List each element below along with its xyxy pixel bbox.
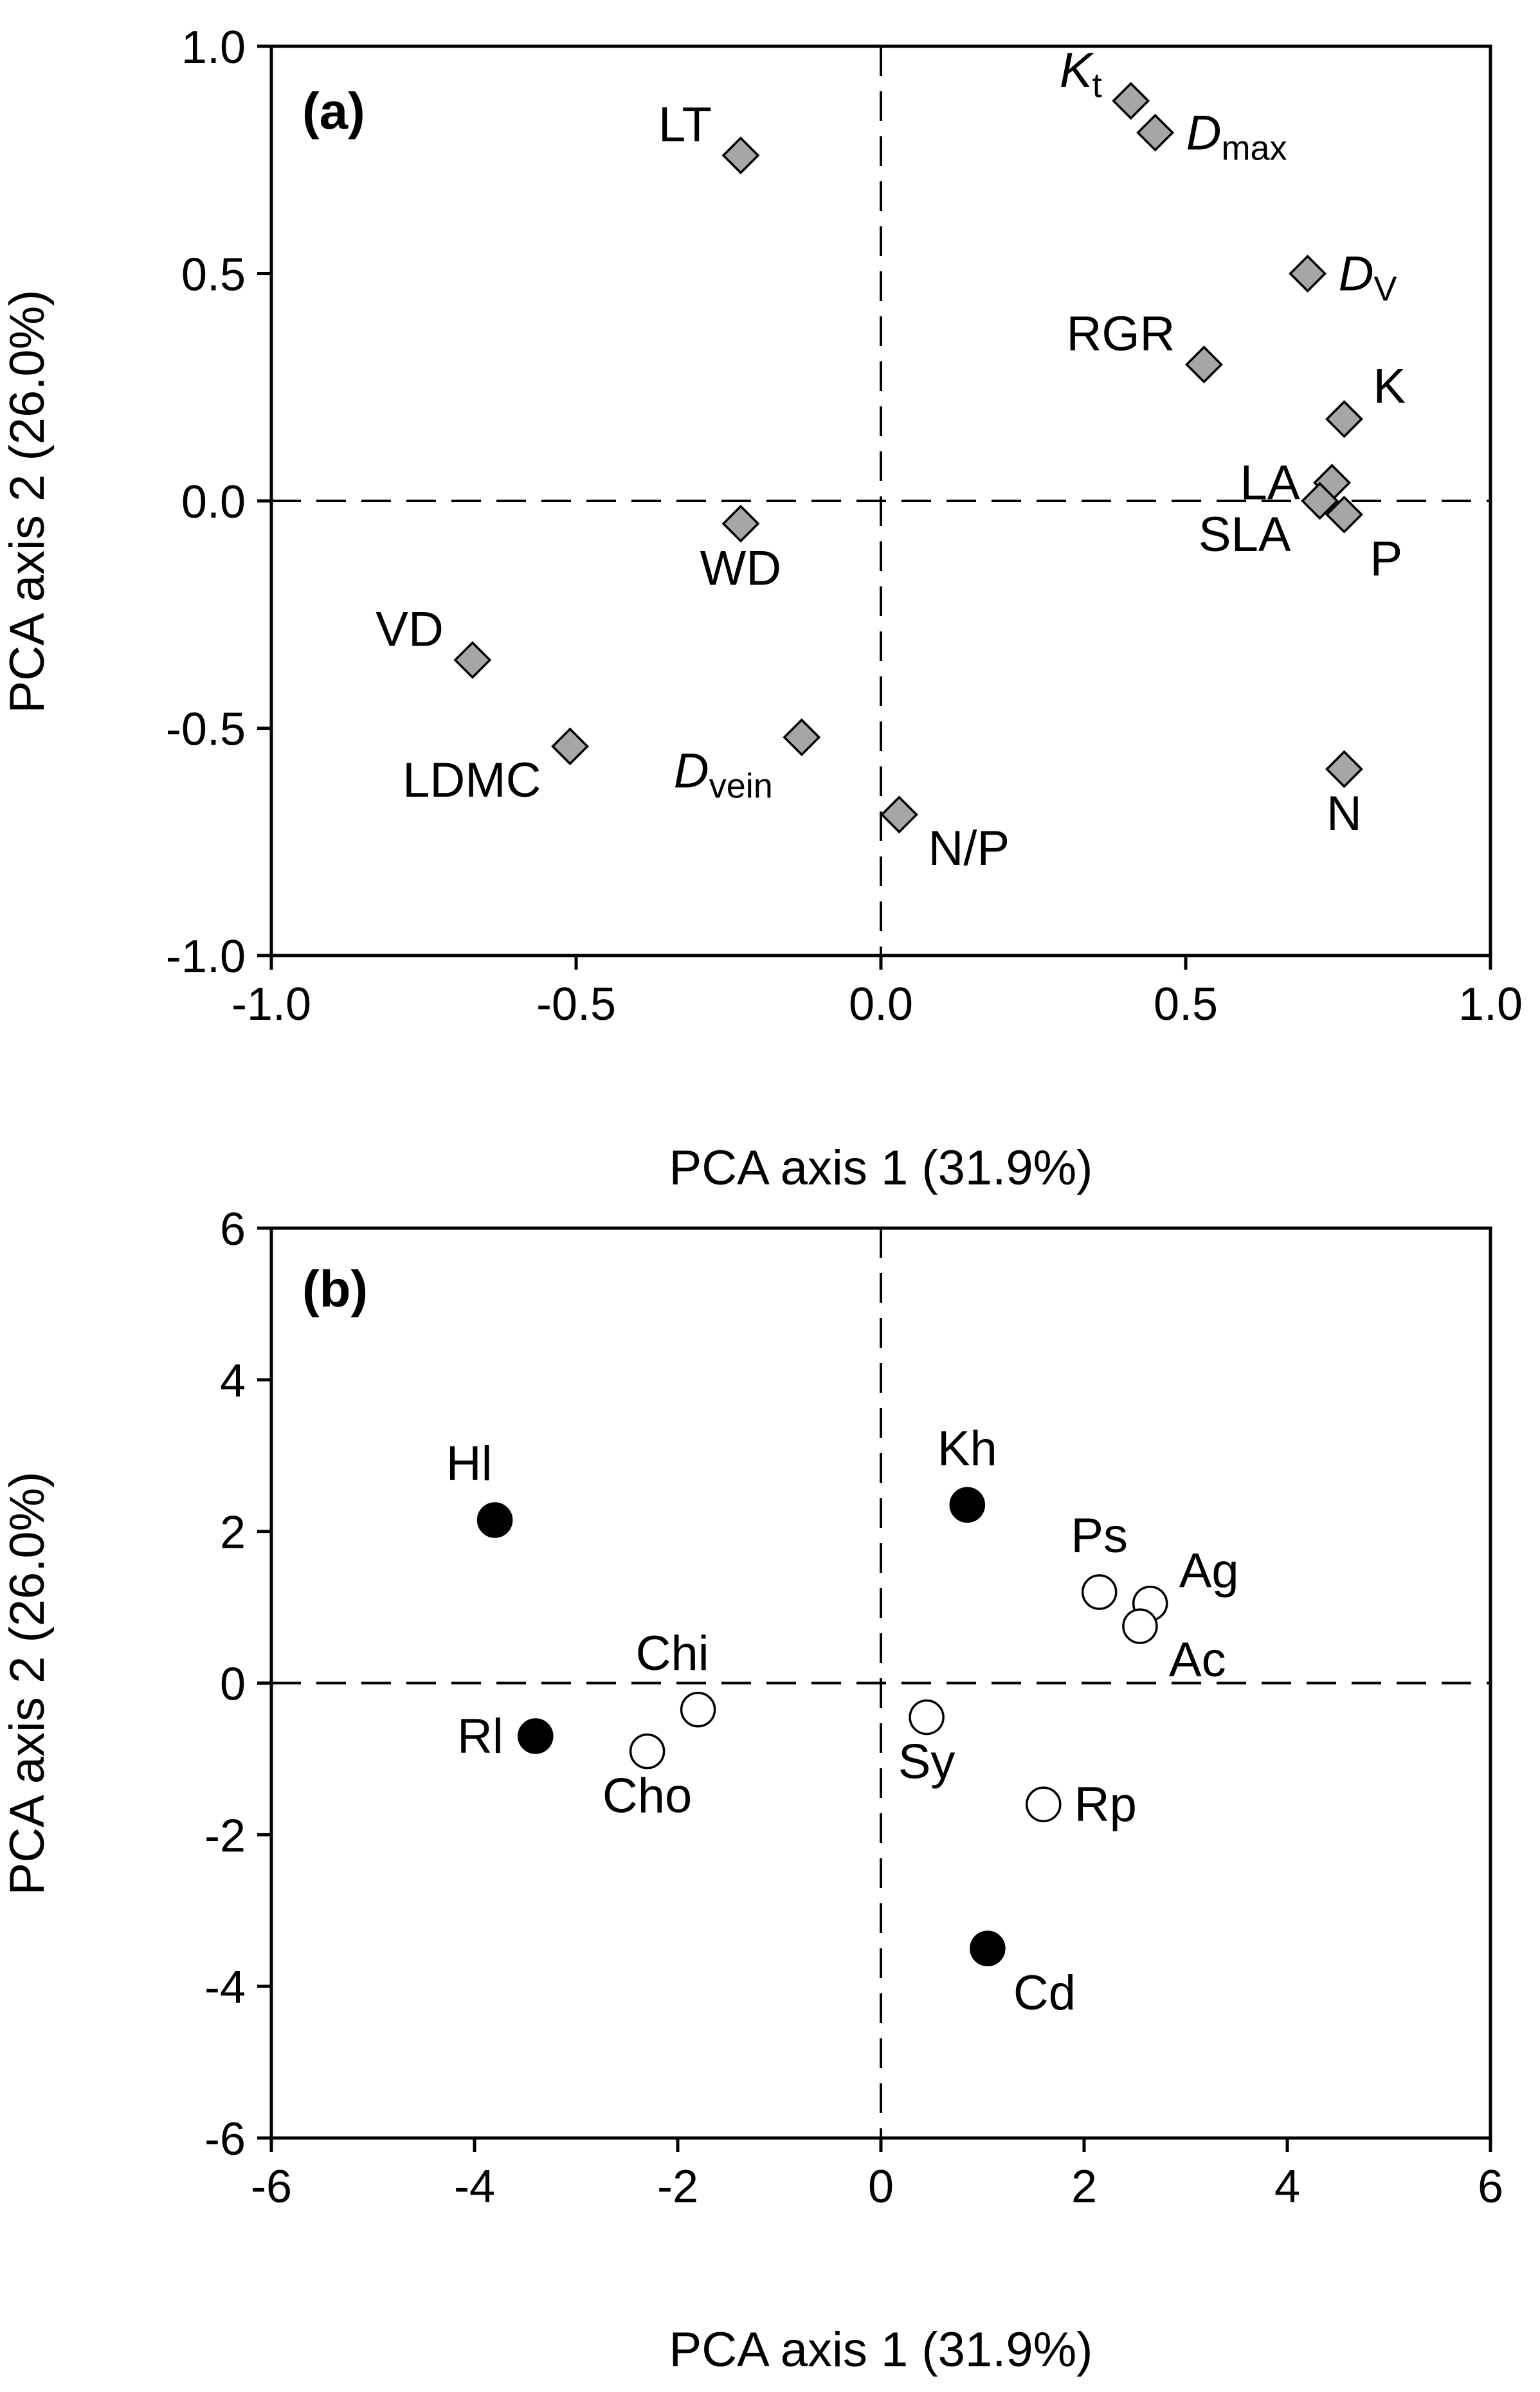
point-dmax bbox=[1136, 113, 1175, 152]
point-cho bbox=[629, 1733, 666, 1770]
point-label-lt: LT bbox=[658, 98, 712, 152]
point-sy bbox=[909, 1699, 945, 1735]
point-rp bbox=[1026, 1786, 1062, 1822]
point-label-ac: Ac bbox=[1169, 1633, 1226, 1687]
point-n bbox=[1325, 750, 1363, 788]
x-axis-title-b: PCA axis 1 (31.9%) bbox=[669, 2323, 1093, 2377]
point-label-kt: Kt bbox=[1060, 43, 1102, 105]
point-label-cho: Cho bbox=[602, 1769, 692, 1824]
point-p bbox=[1325, 495, 1363, 534]
x-tick-label-b: 2 bbox=[1071, 2161, 1097, 2213]
x-tick-label-a: -1.0 bbox=[231, 979, 311, 1030]
x-tick-label-b: 4 bbox=[1274, 2161, 1300, 2213]
y-tick-label-a: 0.0 bbox=[181, 476, 246, 528]
point-label-vd: VD bbox=[376, 602, 444, 657]
x-axis-title-a: PCA axis 1 (31.9%) bbox=[669, 1141, 1093, 1195]
y-axis-title-b: PCA axis 2 (26.0%) bbox=[0, 1472, 55, 1896]
point-ldmc bbox=[551, 727, 589, 766]
point-n-p bbox=[880, 795, 918, 834]
point-lt bbox=[721, 136, 760, 175]
y-tick-label-b: 0 bbox=[220, 1659, 246, 1710]
point-label-kh: Kh bbox=[938, 1421, 997, 1476]
x-tick-label-a: 0.5 bbox=[1154, 979, 1218, 1030]
y-tick-label-a: 0.5 bbox=[181, 249, 246, 301]
panel-a-chart: (a) PCA axis 1 (31.9%) PCA axis 2 (26.0%… bbox=[0, 22, 1523, 1195]
x-tick-label-b: 0 bbox=[868, 2161, 894, 2213]
x-tick-label-b: -2 bbox=[657, 2161, 698, 2213]
point-ac bbox=[1122, 1608, 1158, 1644]
y-tick-label-b: -2 bbox=[204, 1810, 246, 1862]
x-tick-label-a: -0.5 bbox=[536, 979, 616, 1030]
point-label-wd: WD bbox=[700, 541, 782, 595]
point-label-dv: DV bbox=[1339, 247, 1397, 309]
y-axis-title-a: PCA axis 2 (26.0%) bbox=[0, 290, 55, 714]
point-ps bbox=[1081, 1574, 1118, 1610]
point-dvein bbox=[783, 718, 821, 757]
point-label-dmax: Dmax bbox=[1186, 105, 1287, 167]
y-tick-label-a: 1.0 bbox=[181, 22, 246, 73]
point-label-hl: Hl bbox=[446, 1436, 493, 1491]
point-label-sla: SLA bbox=[1199, 507, 1291, 562]
y-tick-label-b: 6 bbox=[220, 1204, 246, 1255]
point-rl bbox=[518, 1718, 554, 1754]
y-tick-label-a: -1.0 bbox=[166, 931, 246, 983]
point-label-n: N bbox=[1327, 786, 1362, 841]
y-tick-label-b: 4 bbox=[220, 1355, 246, 1407]
point-label-sy: Sy bbox=[898, 1735, 956, 1789]
y-tick-label-b: 2 bbox=[220, 1507, 246, 1559]
point-rgr bbox=[1184, 345, 1223, 384]
point-label-dvein: Dvein bbox=[674, 744, 773, 806]
point-label-n-p: N/P bbox=[928, 821, 1010, 876]
point-hl bbox=[476, 1502, 513, 1538]
y-tick-label-b: -6 bbox=[204, 2114, 246, 2165]
x-tick-label-b: 6 bbox=[1478, 2161, 1503, 2213]
point-label-ldmc: LDMC bbox=[403, 753, 541, 808]
y-tick-label-a: -0.5 bbox=[166, 704, 246, 756]
x-tick-label-b: -4 bbox=[454, 2161, 495, 2213]
point-label-cd: Cd bbox=[1013, 1966, 1076, 2020]
point-label-rgr: RGR bbox=[1067, 307, 1175, 361]
point-label-rp: Rp bbox=[1074, 1777, 1137, 1832]
point-label-k: K bbox=[1373, 359, 1406, 414]
point-k bbox=[1325, 400, 1363, 439]
point-label-chi: Chi bbox=[636, 1626, 709, 1681]
point-kt bbox=[1112, 82, 1150, 120]
point-label-rl: Rl bbox=[457, 1709, 503, 1764]
point-sla bbox=[1301, 482, 1339, 520]
point-label-la: LA bbox=[1240, 456, 1300, 511]
point-label-ps: Ps bbox=[1071, 1509, 1128, 1563]
x-tick-label-b: -6 bbox=[251, 2161, 292, 2213]
point-kh bbox=[949, 1487, 986, 1523]
point-dv bbox=[1289, 255, 1327, 293]
point-vd bbox=[453, 640, 492, 679]
point-label-p: P bbox=[1370, 532, 1402, 586]
panel-b-chart: (b) PCA axis 1 (31.9%) PCA axis 2 (26.0%… bbox=[0, 1204, 1503, 2377]
x-tick-label-a: 0.0 bbox=[849, 979, 913, 1030]
panel-label-a: (a) bbox=[302, 82, 365, 140]
point-cd bbox=[970, 1930, 1006, 1966]
x-tick-label-a: 1.0 bbox=[1458, 979, 1523, 1030]
y-tick-label-b: -4 bbox=[204, 1962, 246, 2013]
point-chi bbox=[680, 1692, 716, 1728]
point-wd bbox=[721, 504, 760, 543]
panel-label-b: (b) bbox=[302, 1260, 368, 1318]
point-label-ag: Ag bbox=[1179, 1544, 1239, 1599]
